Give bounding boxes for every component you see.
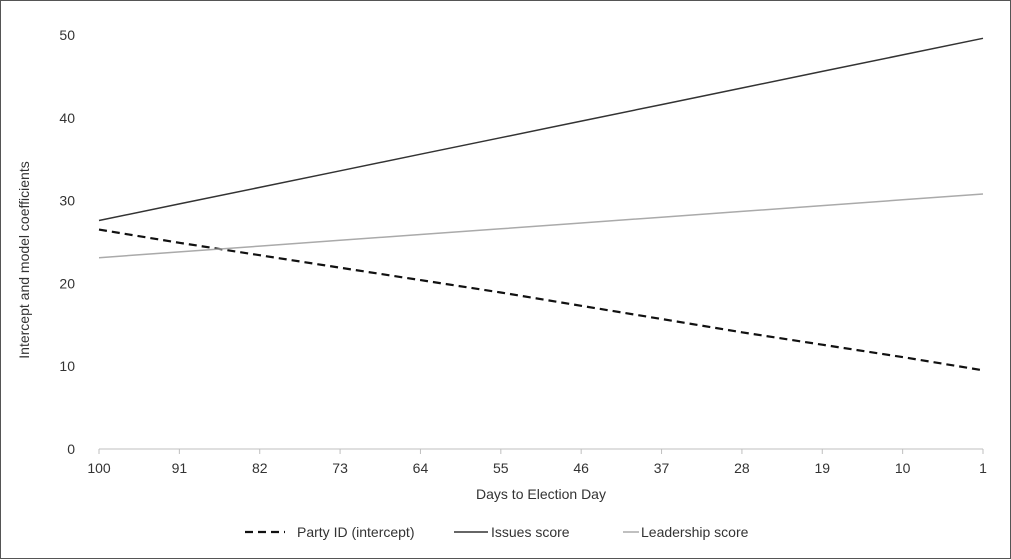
y-tick-label: 50 <box>59 27 75 43</box>
y-tick-label: 0 <box>67 441 75 457</box>
x-tick-label: 46 <box>573 460 589 476</box>
y-tick-label: 20 <box>59 275 75 291</box>
series-lines <box>98 37 984 372</box>
y-axis-title: Intercept and model coefficients <box>16 161 32 358</box>
series-line-1 <box>98 228 984 372</box>
x-axis-ticks: 100 91 82 73 64 55 46 37 28 19 10 1 <box>87 449 987 476</box>
x-axis-title: Days to Election Day <box>476 486 606 502</box>
series-line-2 <box>98 37 984 222</box>
x-tick-label: 55 <box>493 460 509 476</box>
legend-label-2: Issues score <box>491 524 570 540</box>
y-tick-label: 30 <box>59 193 75 209</box>
legend: Party ID (intercept) Issues score Leadersh… <box>245 524 749 540</box>
y-axis-ticks: 0 10 20 30 40 50 <box>59 27 75 457</box>
legend-label-3: Leadership score <box>641 524 749 540</box>
x-tick-label: 64 <box>413 460 429 476</box>
x-tick-label: 1 <box>979 460 987 476</box>
y-tick-label: 40 <box>59 110 75 126</box>
x-tick-label: 82 <box>252 460 268 476</box>
x-tick-label: 19 <box>814 460 830 476</box>
y-tick-label: 10 <box>59 358 75 374</box>
x-tick-label: 10 <box>895 460 911 476</box>
x-tick-label: 91 <box>172 460 188 476</box>
series-line-3 <box>98 193 984 259</box>
x-tick-label: 37 <box>654 460 670 476</box>
x-tick-label: 100 <box>87 460 111 476</box>
x-tick-label: 73 <box>332 460 348 476</box>
legend-label-1: Party ID (intercept) <box>297 524 414 540</box>
x-tick-label: 28 <box>734 460 750 476</box>
